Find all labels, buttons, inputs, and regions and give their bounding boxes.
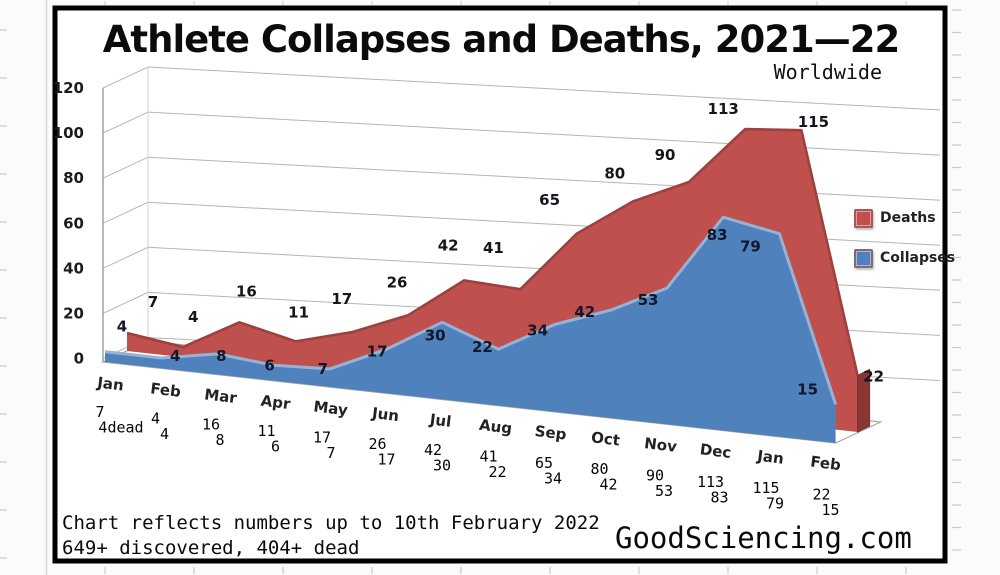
chart-legend: Deaths Collapses <box>854 206 955 286</box>
month-label: Mar <box>203 385 238 407</box>
collapses-value-label: 8 <box>216 347 226 365</box>
legend-item-deaths: Deaths <box>854 206 955 230</box>
legend-label-deaths: Deaths <box>880 210 936 226</box>
month-deaths-number: 6 <box>271 438 280 456</box>
deaths-value-label: 26 <box>387 273 408 291</box>
month-collapses-number: 26 <box>368 435 386 453</box>
legend-label-collapses: Collapses <box>880 250 956 266</box>
month-label: Jan <box>755 447 784 468</box>
month-deaths-number: 4 <box>160 425 169 443</box>
month-collapses-number: 11 <box>257 422 275 440</box>
month-deaths-number: 34 <box>544 469 562 487</box>
month-deaths-number: 79 <box>766 495 784 513</box>
month-collapses-number: 7 <box>95 403 104 421</box>
month-deaths-number: 4dead <box>98 419 143 437</box>
y-axis-label: 60 <box>63 214 84 232</box>
collapses-value-label: 34 <box>527 321 548 339</box>
collapses-value-label: 7 <box>318 360 328 378</box>
month-collapses-number: 42 <box>424 441 442 459</box>
collapses-area <box>105 217 836 443</box>
deaths-value-label: 7 <box>148 293 158 311</box>
deaths-value-label: 11 <box>288 303 309 321</box>
deaths-value-label: 115 <box>798 113 829 131</box>
collapses-value-label: 17 <box>367 342 388 360</box>
deaths-swatch-icon <box>854 208 873 228</box>
y-axis-label: 40 <box>63 259 84 277</box>
month-collapses-number: 17 <box>313 428 331 446</box>
deaths-value-label: 22 <box>863 367 884 385</box>
month-collapses-number: 115 <box>752 479 779 497</box>
deaths-value-label: 16 <box>236 282 257 300</box>
month-label: Feb <box>809 453 842 475</box>
month-collapses-number: 65 <box>535 454 553 472</box>
collapses-value-label: 83 <box>707 226 728 244</box>
collapses-value-label: 22 <box>472 338 493 356</box>
month-collapses-number: 22 <box>812 486 830 504</box>
month-label: Dec <box>699 440 732 462</box>
collapses-value-label: 30 <box>425 326 446 344</box>
month-deaths-number: 22 <box>488 463 506 481</box>
month-collapses-number: 80 <box>590 460 608 478</box>
month-deaths-number: 8 <box>215 431 224 449</box>
deaths-value-label: 42 <box>438 236 459 254</box>
collapses-value-label: 4 <box>117 318 127 336</box>
deaths-value-label: 80 <box>604 164 625 182</box>
footer-line1: Chart reflects numbers up to 10th Februa… <box>62 512 600 534</box>
deaths-area-ridge <box>126 127 859 376</box>
month-deaths-number: 30 <box>433 457 451 475</box>
month-collapses-number: 41 <box>479 447 497 465</box>
y-axis-label: 20 <box>63 304 84 322</box>
collapses-value-label: 15 <box>797 380 818 398</box>
month-label: Feb <box>149 379 182 401</box>
y-axis-label: 0 <box>74 350 84 368</box>
collapses-swatch-icon <box>854 248 873 268</box>
month-deaths-number: 42 <box>599 476 617 494</box>
month-deaths-number: 17 <box>377 450 395 468</box>
month-collapses-number: 4 <box>151 409 160 427</box>
deaths-value-label: 90 <box>655 146 676 164</box>
y-axis-label: 80 <box>63 169 84 187</box>
month-label: Aug <box>478 416 513 438</box>
deaths-value-label: 41 <box>483 239 504 257</box>
month-deaths-number: 53 <box>655 482 673 500</box>
gridline <box>102 66 941 111</box>
month-label: Apr <box>260 392 292 414</box>
deaths-value-label: 17 <box>331 290 352 308</box>
collapses-area-ridge <box>104 215 838 405</box>
month-deaths-number: 15 <box>821 501 839 519</box>
month-collapses-number: 90 <box>646 467 664 485</box>
collapses-value-label: 6 <box>264 356 274 374</box>
collapses-value-label: 42 <box>574 303 595 321</box>
legend-item-collapses: Collapses <box>854 246 955 270</box>
chart-subtitle: Worldwide <box>773 60 882 84</box>
deaths-area-side-face <box>857 368 871 433</box>
month-label: Jun <box>370 404 400 425</box>
footer-line2: 649+ discovered, 404+ dead <box>62 537 360 559</box>
collapses-value-label: 79 <box>740 238 761 256</box>
y-axis-label: 100 <box>53 124 84 142</box>
month-label: Sep <box>534 422 568 444</box>
month-collapses-number: 16 <box>202 416 220 434</box>
footer-note: Chart reflects numbers up to 10th Februa… <box>62 511 600 561</box>
deaths-value-label: 113 <box>708 100 739 118</box>
month-label: May <box>312 397 349 419</box>
y-axis-label: 120 <box>53 79 84 97</box>
month-collapses-number: 113 <box>697 473 724 491</box>
month-deaths-number: 83 <box>710 488 728 506</box>
month-label: Nov <box>643 434 678 456</box>
month-deaths-number: 7 <box>326 444 335 462</box>
deaths-value-label: 4 <box>188 308 198 326</box>
month-label: Jan <box>95 373 124 394</box>
collapses-value-label: 53 <box>638 291 659 309</box>
collapses-value-label: 4 <box>170 347 180 365</box>
deaths-value-label: 65 <box>539 191 560 209</box>
month-label: Jul <box>428 410 452 431</box>
chart-title: Athlete Collapses and Deaths, 2021—22 <box>102 18 900 61</box>
month-label: Oct <box>590 428 621 449</box>
site-name: GoodSciencing.com <box>615 521 912 555</box>
